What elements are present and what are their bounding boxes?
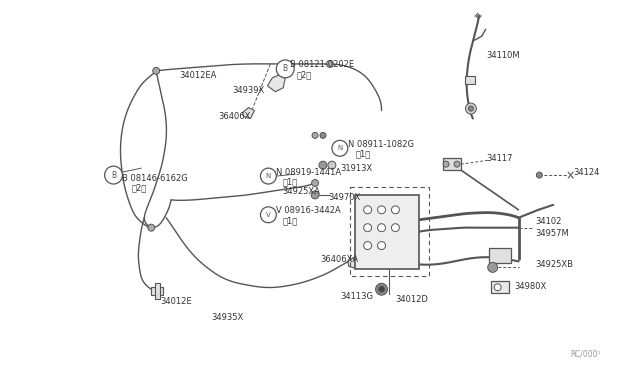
Text: V: V [266,212,271,218]
Circle shape [326,60,333,67]
Circle shape [320,132,326,138]
Text: 34117: 34117 [487,154,513,163]
Text: N: N [266,173,271,179]
Text: 34102: 34102 [536,217,562,226]
Text: 36406X: 36406X [219,112,251,121]
Text: 34925XB: 34925XB [536,260,573,269]
Circle shape [488,262,498,272]
Text: （1）: （1） [282,216,298,225]
Text: 34012E: 34012E [160,296,192,306]
Text: B 08146-6162G: B 08146-6162G [122,174,188,183]
Text: 34012D: 34012D [396,295,428,304]
Circle shape [364,241,372,250]
Text: 34012EA: 34012EA [179,71,216,80]
Circle shape [494,284,501,291]
Text: 34110M: 34110M [487,51,520,61]
Circle shape [276,60,294,78]
Circle shape [364,206,372,214]
Circle shape [319,161,327,169]
Circle shape [148,224,155,231]
Text: RC/000¹: RC/000¹ [570,349,600,358]
Circle shape [104,166,122,184]
Text: 34124: 34124 [573,168,600,177]
Text: B: B [283,64,288,73]
Circle shape [312,132,318,138]
Circle shape [153,67,160,74]
Text: （2）: （2） [296,70,312,79]
Circle shape [378,224,385,232]
Text: N 08911-1082G: N 08911-1082G [348,140,414,149]
Text: 34925XA: 34925XA [282,187,320,196]
Bar [465,76,475,84]
Circle shape [536,172,542,178]
Text: N: N [337,145,342,151]
Text: 36406XA: 36406XA [320,255,358,264]
Text: V 08916-3442A: V 08916-3442A [276,206,341,215]
Text: （1）: （1） [356,150,371,159]
Circle shape [328,161,336,169]
Text: 34113G: 34113G [340,292,373,301]
Circle shape [376,283,387,295]
Polygon shape [268,74,285,92]
Circle shape [260,207,276,223]
Bar [489,247,511,263]
Circle shape [468,106,474,111]
Text: 34935X: 34935X [211,312,243,321]
Text: （1）: （1） [282,177,298,186]
Text: 34957M: 34957M [536,229,569,238]
Text: 34970X: 34970X [328,193,360,202]
Polygon shape [243,108,255,119]
Bar [156,283,160,299]
Circle shape [454,161,460,167]
Circle shape [378,206,385,214]
Circle shape [311,191,319,199]
Circle shape [364,224,372,232]
Text: B: B [111,171,116,180]
Circle shape [378,286,385,292]
Text: （2）: （2） [131,183,147,192]
Circle shape [443,161,449,167]
Bar [151,287,163,295]
Circle shape [312,180,319,186]
Bar [355,195,419,269]
Circle shape [378,241,385,250]
Circle shape [332,140,348,156]
Text: B 08121-0202E: B 08121-0202E [290,60,355,70]
Circle shape [465,103,476,114]
Bar [443,158,461,170]
Text: 31913X: 31913X [340,164,372,173]
Text: 34939X: 34939X [233,86,265,95]
Circle shape [392,206,399,214]
Text: N 08919-1441A: N 08919-1441A [276,168,342,177]
Bar [350,187,429,276]
Bar [491,281,509,293]
Polygon shape [348,257,360,268]
Circle shape [260,168,276,184]
Circle shape [392,224,399,232]
Text: 34980X: 34980X [515,282,547,291]
